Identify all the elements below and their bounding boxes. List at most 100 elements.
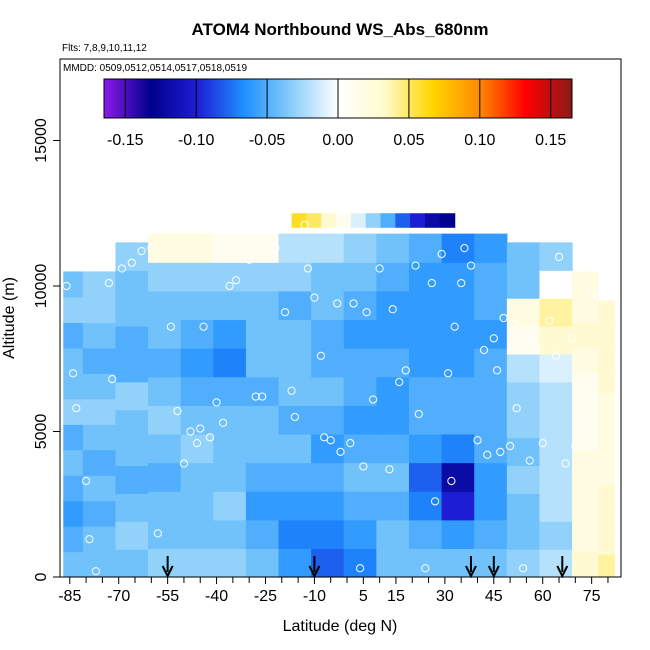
field-cell <box>82 347 117 374</box>
field-cell <box>213 519 247 549</box>
field-cell <box>115 465 149 494</box>
colorbar-tick-label: 0.00 <box>322 132 353 149</box>
field-cell <box>506 242 541 271</box>
observation-point <box>280 308 290 317</box>
field-cell <box>278 519 312 549</box>
field-cell <box>63 296 84 323</box>
top-band-cell <box>291 213 308 228</box>
observation-point <box>349 299 358 308</box>
field-cell <box>376 233 410 263</box>
observation-point <box>173 407 182 416</box>
observation-point <box>300 220 309 229</box>
field-cell <box>539 353 573 383</box>
field-cell <box>343 262 377 292</box>
field-cell <box>474 319 508 349</box>
observation-point <box>196 424 205 433</box>
field-cell <box>115 298 149 327</box>
field-cell <box>148 319 182 349</box>
field-cell <box>441 290 475 321</box>
field-cell <box>506 409 541 439</box>
field-cell <box>572 296 599 323</box>
observation-point <box>587 290 596 299</box>
field-cell <box>63 551 84 578</box>
observation-point <box>81 476 91 486</box>
field-cell <box>278 462 312 492</box>
field-cell <box>63 347 84 374</box>
field-cell <box>572 551 599 578</box>
field-cell <box>408 262 443 292</box>
observation-point <box>251 392 260 401</box>
field-cell <box>343 548 377 578</box>
field-cell <box>441 262 475 292</box>
observation-point <box>512 404 521 413</box>
field-cell <box>408 348 443 378</box>
field-cell <box>311 405 345 435</box>
field-cell <box>408 548 443 578</box>
field-cell <box>82 526 117 553</box>
field-cell <box>441 405 475 435</box>
field-cell <box>213 319 247 349</box>
observation-point <box>430 497 440 506</box>
observation-point <box>91 567 100 576</box>
field-cell <box>148 376 182 406</box>
field-cell <box>245 290 280 321</box>
observation-point <box>525 456 534 465</box>
colorbar: -0.15 -0.10 -0.05 0.00 0.05 0.10 0.15 <box>103 78 573 149</box>
field-cell <box>343 405 377 435</box>
observation-points <box>62 220 603 576</box>
observation-point <box>499 313 508 323</box>
top-band-cell <box>306 213 322 228</box>
observation-point <box>346 439 355 448</box>
observation-point <box>506 441 515 451</box>
field-cell <box>82 500 117 527</box>
field-cell <box>63 322 84 349</box>
field-cell <box>148 233 182 263</box>
field-cell <box>82 322 117 349</box>
observation-point <box>411 261 420 270</box>
field-cell <box>115 326 149 355</box>
field-cell <box>311 348 345 378</box>
field-cell <box>213 233 247 263</box>
field-cell <box>474 348 508 378</box>
observation-point <box>232 276 241 285</box>
observation-point <box>558 273 567 282</box>
colorbar-tick-label: -0.15 <box>107 132 144 149</box>
field-cell <box>245 462 280 492</box>
field-cell <box>245 405 280 435</box>
observation-point <box>567 334 577 343</box>
observation-point <box>303 264 312 273</box>
field-cell <box>539 437 573 467</box>
observation-point <box>479 345 489 355</box>
observation-point <box>258 392 267 401</box>
chart-title: ATOM4 Northbound WS_Abs_680nm <box>192 20 489 39</box>
field-cell <box>598 438 616 463</box>
observation-point <box>369 395 378 404</box>
x-tick-label: 60 <box>534 588 552 605</box>
field-cell <box>572 398 599 425</box>
field-cell <box>343 348 377 378</box>
x-axis-label: Latitude (deg N) <box>283 618 398 635</box>
field-cell <box>343 462 377 492</box>
surface-arrow <box>161 556 174 579</box>
observation-point <box>355 564 365 573</box>
y-axis-label: Altitude (m) <box>1 277 18 359</box>
field-cell <box>506 326 541 355</box>
field-cell <box>376 462 410 492</box>
observation-point <box>137 246 146 256</box>
observation-point <box>450 322 459 331</box>
field-cell <box>408 405 443 435</box>
field-cell <box>245 348 280 378</box>
field-cell <box>441 348 475 378</box>
field-cell <box>311 491 345 521</box>
field-cell <box>506 270 541 299</box>
field-cell <box>506 353 541 383</box>
field-cell <box>213 462 247 492</box>
field-cell <box>82 296 117 323</box>
field-cell <box>376 405 410 435</box>
field-cell <box>180 548 214 578</box>
field-cell <box>598 323 616 348</box>
observation-point <box>395 377 404 387</box>
observation-point <box>85 535 94 544</box>
field-cell <box>343 233 377 263</box>
x-tick-label: -25 <box>254 588 277 605</box>
